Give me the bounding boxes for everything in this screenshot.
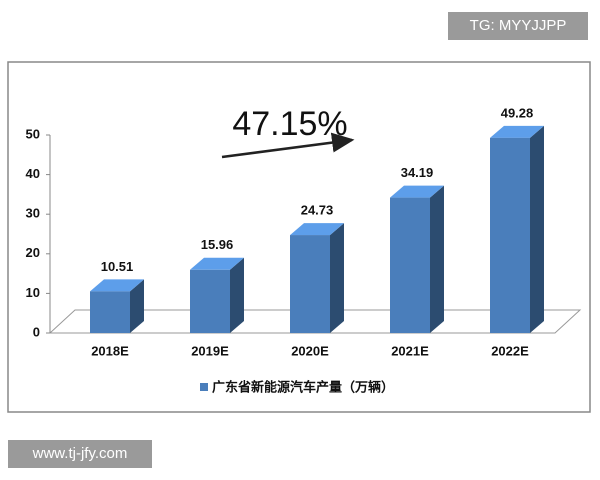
y-tick-label: 40 bbox=[26, 166, 40, 181]
bar bbox=[190, 269, 230, 333]
bar-top bbox=[390, 185, 444, 198]
watermark-box bbox=[8, 440, 152, 468]
legend-swatch bbox=[200, 383, 208, 391]
y-tick-label: 20 bbox=[26, 245, 40, 260]
value-label: 49.28 bbox=[501, 105, 534, 120]
bar bbox=[290, 235, 330, 333]
watermark: TG: MYYJJPP bbox=[470, 17, 567, 34]
watermark: www.tj-jfy.com bbox=[32, 445, 128, 462]
bar-side bbox=[430, 185, 444, 333]
bar-side bbox=[330, 223, 344, 333]
bar bbox=[490, 137, 530, 333]
bar-side bbox=[530, 125, 544, 333]
growth-arrow bbox=[221, 132, 355, 159]
bar-top bbox=[490, 125, 544, 138]
value-label: 24.73 bbox=[301, 203, 334, 218]
y-tick-label: 0 bbox=[33, 324, 40, 339]
x-tick-label: 2019E bbox=[191, 343, 229, 358]
bar-side bbox=[130, 279, 144, 333]
y-tick-label: 50 bbox=[26, 126, 40, 141]
bar bbox=[90, 291, 130, 333]
bar bbox=[390, 197, 430, 333]
x-tick-label: 2018E bbox=[91, 343, 129, 358]
bar-top bbox=[290, 223, 344, 236]
bar-top bbox=[90, 279, 144, 292]
bar-top bbox=[190, 257, 244, 270]
y-tick-label: 10 bbox=[26, 285, 40, 300]
annotation: 47.15% bbox=[232, 105, 347, 143]
value-label: 34.19 bbox=[401, 165, 434, 180]
bar-side bbox=[230, 257, 244, 333]
value-label: 10.51 bbox=[101, 259, 134, 274]
value-label: 15.96 bbox=[201, 237, 234, 252]
x-tick-label: 2020E bbox=[291, 343, 329, 358]
x-tick-label: 2022E bbox=[491, 343, 529, 358]
x-tick-label: 2021E bbox=[391, 343, 429, 358]
watermark-box bbox=[448, 12, 588, 40]
y-tick-label: 30 bbox=[26, 206, 40, 221]
legend-label: 广东省新能源汽车产量（万辆） bbox=[212, 379, 394, 394]
